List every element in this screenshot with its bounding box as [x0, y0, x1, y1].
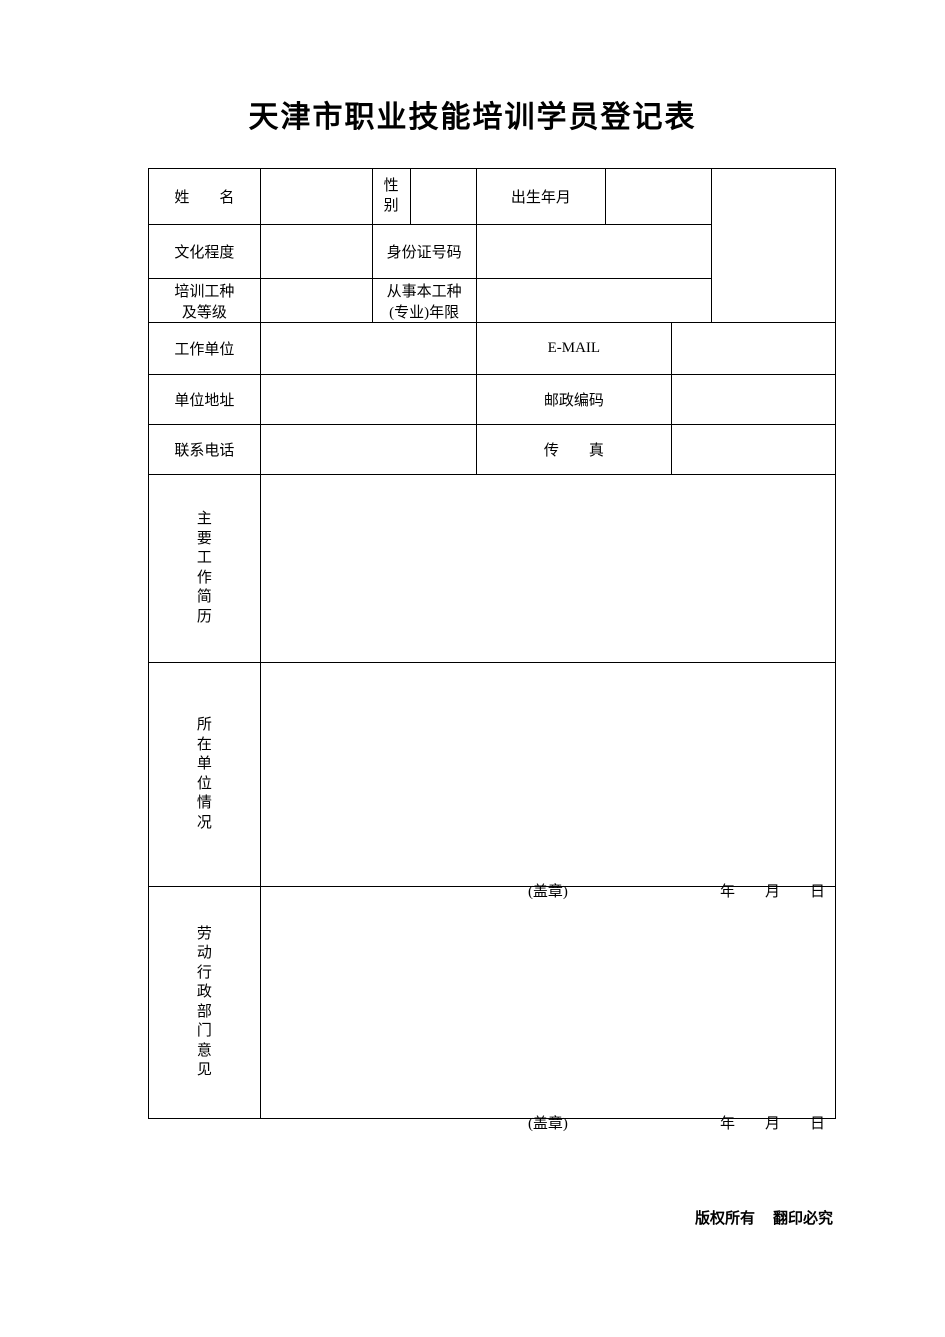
field-education[interactable] — [260, 225, 372, 279]
label-trade-l2: 及等级 — [153, 301, 256, 322]
field-dob[interactable] — [606, 169, 712, 225]
label-gender: 性别 — [372, 169, 410, 225]
label-unit-status: 所在单位情况 — [149, 663, 261, 887]
field-name[interactable] — [260, 169, 372, 225]
label-dob: 出生年月 — [476, 169, 606, 225]
field-dept-opinion[interactable]: (盖章) 年 月 日 — [260, 887, 835, 1119]
form-title: 天津市职业技能培训学员登记表 — [0, 92, 945, 136]
label-years-l1: 从事本工种 — [377, 280, 472, 301]
label-employer: 工作单位 — [149, 323, 261, 375]
registration-form: 姓 名 性别 出生年月 文化程度 身份证号码 培训工种 及等级 从事本工种 (专… — [148, 168, 836, 1119]
label-resume: 主要工作简历 — [149, 475, 261, 663]
page: 天津市职业技能培训学员登记表 姓 名 性别 出生年月 文化程度 身份证号码 培训… — [0, 0, 945, 1337]
field-years[interactable] — [476, 279, 712, 323]
footer-copyright: 版权所有 — [695, 1211, 755, 1227]
label-dept-opinion: 劳动行政部门意见 — [149, 887, 261, 1119]
label-years: 从事本工种 (专业)年限 — [372, 279, 476, 323]
label-postal: 邮政编码 — [476, 375, 672, 425]
footer-reprint: 翻印必究 — [773, 1211, 833, 1227]
label-education: 文化程度 — [149, 225, 261, 279]
label-trade-l1: 培训工种 — [153, 280, 256, 301]
field-unit-status[interactable]: (盖章) 年 月 日 — [260, 663, 835, 887]
label-name: 姓 名 — [149, 169, 261, 225]
label-email: E-MAIL — [476, 323, 672, 375]
field-address[interactable] — [260, 375, 476, 425]
field-employer[interactable] — [260, 323, 476, 375]
label-id: 身份证号码 — [372, 225, 476, 279]
dept-date-text: 年 月 日 — [720, 1112, 825, 1133]
field-trade[interactable] — [260, 279, 372, 323]
label-fax: 传 真 — [476, 425, 672, 475]
label-trade: 培训工种 及等级 — [149, 279, 261, 323]
field-id[interactable] — [476, 225, 712, 279]
field-postal[interactable] — [672, 375, 836, 425]
field-phone[interactable] — [260, 425, 476, 475]
field-resume[interactable] — [260, 475, 835, 663]
label-years-l2: (专业)年限 — [377, 301, 472, 322]
label-address: 单位地址 — [149, 375, 261, 425]
label-phone: 联系电话 — [149, 425, 261, 475]
photo-box[interactable] — [712, 169, 836, 323]
footer: 版权所有 翻印必究 — [695, 1207, 833, 1228]
field-email[interactable] — [672, 323, 836, 375]
field-fax[interactable] — [672, 425, 836, 475]
dept-seal-text: (盖章) — [528, 1112, 568, 1133]
field-gender[interactable] — [410, 169, 476, 225]
